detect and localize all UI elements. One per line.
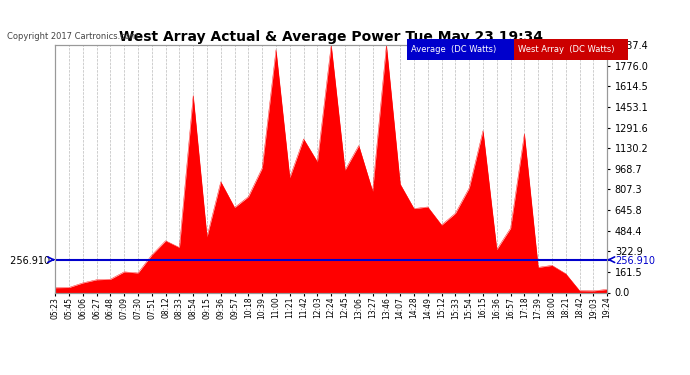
Title: West Array Actual & Average Power Tue May 23 19:34: West Array Actual & Average Power Tue Ma… (119, 30, 543, 44)
Text: Copyright 2017 Cartronics.com: Copyright 2017 Cartronics.com (7, 32, 138, 41)
Text: West Array  (DC Watts): West Array (DC Watts) (518, 45, 614, 54)
Text: Average  (DC Watts): Average (DC Watts) (411, 45, 496, 54)
